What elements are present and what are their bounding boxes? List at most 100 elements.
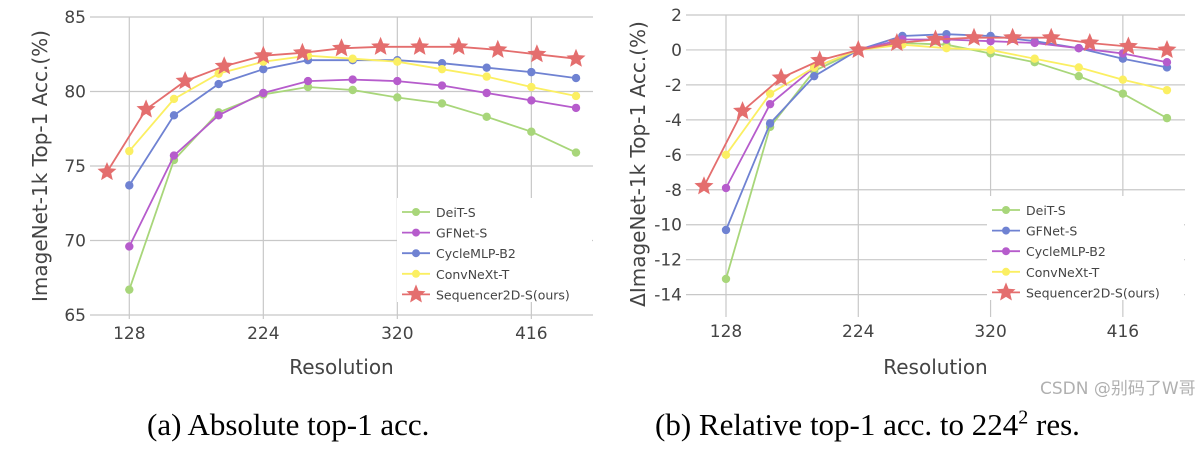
series-cyclemlp-b2 [721, 35, 1172, 193]
data-point [527, 67, 536, 77]
data-point-star [527, 44, 547, 63]
data-point [571, 91, 581, 101]
caption-b: (b) Relative top-1 acc. to 2242 res. [655, 407, 1080, 443]
legend-marker-icon [1002, 267, 1010, 276]
legend-label: GFNet-S [1026, 224, 1077, 239]
legend-marker-icon [1002, 206, 1010, 214]
data-point [437, 58, 447, 68]
data-point-star [136, 99, 156, 118]
data-point [169, 111, 179, 120]
data-point [1162, 113, 1172, 123]
data-point [1118, 89, 1128, 98]
data-point-star [810, 50, 830, 69]
data-point [1030, 54, 1039, 63]
legend-label: CycleMLP-B2 [1026, 244, 1106, 259]
y-tick-label: -4 [665, 111, 682, 131]
series-sequencer2d-s-ours- [97, 36, 586, 181]
data-point [303, 82, 313, 92]
data-point [765, 119, 775, 128]
y-tick-label: 0 [671, 41, 682, 61]
caption-a: (a) Absolute top-1 acc. [147, 407, 429, 443]
data-point-star [410, 36, 430, 55]
data-point-star [694, 176, 714, 195]
series-line [703, 36, 1168, 187]
data-point-star [175, 71, 195, 90]
data-point [1074, 63, 1083, 72]
x-tick-label: 128 [113, 324, 145, 344]
legend-item: GFNet-S [402, 226, 487, 241]
data-point [125, 181, 134, 190]
chart-panel-0: 65 70 75 80 85 128 224 320 416 Resolution ImageNet… [28, 8, 593, 379]
y-tick-label: -14 [654, 286, 682, 306]
data-point-star [1157, 40, 1177, 58]
watermark: CSDN @别码了W哥 [1040, 379, 1196, 399]
y-axis-label: ImageNet-1k Top-1 Acc.(%) [28, 30, 52, 302]
data-point-star [371, 36, 391, 55]
data-point-star [925, 29, 945, 48]
legend-item: CycleMLP-B2 [992, 244, 1106, 259]
legend-marker-icon [1002, 247, 1010, 256]
data-point [1162, 85, 1172, 95]
data-point [348, 75, 357, 84]
y-tick-label: -12 [654, 251, 682, 271]
data-point [721, 150, 731, 160]
data-point [393, 93, 402, 102]
x-axis-label: Resolution [883, 355, 988, 379]
data-point [765, 89, 775, 98]
data-point [259, 64, 268, 74]
y-tick-label: 75 [64, 157, 86, 177]
legend-label: DeiT-S [436, 205, 476, 220]
x-tick-label: 416 [515, 324, 547, 344]
caption-b-tail: res. [1028, 407, 1080, 442]
data-point-star [488, 39, 508, 58]
data-point [765, 99, 775, 109]
caption-b-sup: 2 [1018, 406, 1029, 429]
legend-marker-icon [412, 269, 420, 278]
data-point [721, 225, 731, 235]
data-point-star [292, 42, 312, 61]
legend-marker-icon [412, 228, 420, 237]
data-point [482, 88, 491, 98]
legend-label: GFNet-S [436, 226, 487, 241]
data-point [571, 148, 581, 157]
legend-label: Sequencer2D-S(ours) [436, 287, 570, 302]
data-point [721, 183, 731, 193]
legend-background [987, 196, 1184, 300]
legend-marker-icon [1002, 226, 1010, 235]
data-point-star [332, 38, 351, 57]
legend: DeiT-S GFNet-S CycleMLP-B2 ConvNeXt-T Sequen… [987, 196, 1184, 301]
x-axis-label: Resolution [289, 355, 394, 379]
data-point [942, 44, 951, 53]
data-point [482, 63, 491, 72]
legend-label: ConvNeXt-T [1026, 265, 1100, 280]
x-tick-label: 224 [247, 324, 279, 344]
data-point [1030, 38, 1039, 48]
data-point [986, 37, 995, 46]
data-point [125, 242, 134, 251]
data-point [259, 88, 268, 98]
data-point [393, 57, 402, 66]
legend: DeiT-S GFNet-S CycleMLP-B2 ConvNeXt-T Sequen… [397, 198, 592, 303]
data-point [571, 73, 581, 83]
data-point [303, 76, 313, 86]
data-point [125, 146, 134, 156]
data-point [482, 72, 491, 81]
caption-b-text: (b) Relative top-1 acc. to 224 [655, 407, 1019, 442]
data-point-star [97, 162, 117, 181]
caption-a-text: (a) Absolute top-1 acc. [147, 407, 430, 442]
data-point [437, 64, 447, 74]
legend-item: ConvNeXt-T [992, 265, 1100, 280]
legend-label: Sequencer2D-S(ours) [1026, 285, 1160, 300]
series-convnext-t [721, 40, 1172, 160]
chart-panel-1: -14 -12 -10 -8 -6 -4 -2 0 2 128 224 320 416 Resolutio… [626, 6, 1185, 379]
data-point [527, 127, 536, 136]
x-tick-label: 320 [974, 322, 1006, 342]
data-point-star [848, 40, 868, 58]
y-tick-label: -8 [665, 181, 682, 201]
series-convnext-t [125, 51, 581, 156]
data-point [437, 99, 447, 108]
data-point [437, 81, 447, 90]
data-point [214, 79, 223, 89]
data-point [169, 94, 179, 104]
